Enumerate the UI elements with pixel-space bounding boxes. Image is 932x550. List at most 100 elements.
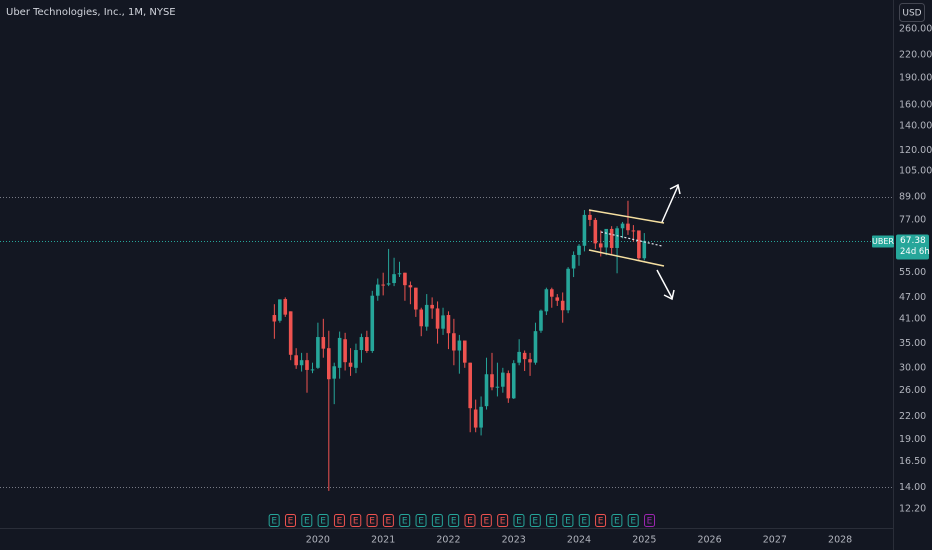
candle-body: [522, 352, 527, 360]
earnings-marker: [513, 514, 525, 527]
earnings-label: E: [565, 517, 571, 527]
price-tag: [896, 234, 929, 260]
drawings: [588, 183, 681, 301]
candle-body: [375, 284, 380, 296]
candle-body: [288, 311, 293, 355]
y-tick-label: 220.00: [899, 50, 932, 61]
earnings-label: E: [549, 517, 555, 527]
candle-body: [354, 350, 358, 368]
candle-body: [452, 333, 456, 351]
candle-body: [370, 295, 375, 351]
earnings-label: E: [288, 517, 294, 527]
candle-body: [348, 362, 353, 367]
candle-body: [337, 337, 342, 368]
candle-body: [408, 285, 413, 288]
channel-upper: [588, 209, 665, 224]
currency-button[interactable]: [899, 3, 925, 22]
y-tick-label: 160.00: [899, 100, 932, 111]
candle-body: [598, 243, 603, 248]
earnings-marker: [382, 514, 394, 527]
candle-body: [528, 359, 532, 363]
channel-middle: [600, 231, 663, 247]
y-tick-label: 77.00: [899, 214, 926, 225]
earnings-marker: [317, 514, 329, 527]
candle-body: [419, 309, 424, 327]
candle-body: [294, 355, 298, 366]
candle-body: [272, 315, 277, 322]
candle-body: [588, 214, 592, 220]
y-tick-label: 30.00: [899, 362, 926, 373]
earnings-label: E: [581, 517, 587, 527]
earnings-label: E: [483, 517, 489, 527]
candle-body: [430, 304, 434, 309]
candle-body: [593, 219, 598, 244]
earnings-label: E: [451, 517, 457, 527]
earnings-marker: [595, 514, 607, 527]
earnings-marker: [644, 514, 656, 527]
candle-body: [626, 223, 630, 231]
earnings-label: E: [614, 517, 620, 527]
arrow-up: [661, 185, 679, 223]
candle-body: [604, 228, 609, 248]
candle-body: [327, 348, 331, 380]
candle-body: [381, 284, 385, 286]
earnings-marker: [578, 514, 590, 527]
x-tick-label: 2024: [567, 535, 591, 546]
earnings-marker: [268, 514, 280, 527]
candle-body: [566, 268, 570, 311]
candle-body: [506, 373, 511, 399]
candle-body: [310, 369, 315, 371]
earnings-marker: [627, 514, 639, 527]
candle-body: [446, 315, 451, 334]
candle-body: [365, 337, 369, 351]
currency-label[interactable]: USD: [902, 9, 921, 19]
earnings-marker: [448, 514, 460, 527]
candle-body: [495, 386, 500, 388]
y-tick-label: 105.00: [899, 166, 932, 177]
candle-body: [484, 374, 489, 407]
candle-body: [517, 351, 521, 363]
candle-body: [386, 283, 391, 285]
arrow-up-head: [669, 183, 681, 195]
earnings-marker: [399, 514, 411, 527]
candle-body: [462, 340, 467, 363]
y-tick-label: 260.00: [899, 23, 932, 34]
candle-body: [441, 315, 445, 329]
earnings-label: E: [532, 517, 538, 527]
y-tick-label: 16.50: [899, 456, 926, 467]
candle-body: [533, 331, 538, 363]
channel-lower: [588, 249, 665, 267]
candle-body: [299, 360, 304, 366]
earnings-marker: [562, 514, 574, 527]
y-tick-label: 140.00: [899, 121, 932, 132]
candle-body: [332, 366, 337, 379]
x-tick-label: 2026: [697, 535, 721, 546]
x-tick-label: 2028: [828, 535, 852, 546]
x-tick-label: 2023: [502, 535, 526, 546]
x-tick-label: 2021: [371, 535, 395, 546]
earnings-label: E: [467, 517, 473, 527]
earnings-marker: [301, 514, 313, 527]
chart-title: Uber Technologies, Inc., 1M, NYSE: [6, 7, 176, 18]
candle-body: [435, 308, 440, 329]
earnings-label: E: [320, 517, 326, 527]
earnings-label: E: [402, 517, 408, 527]
earnings-label: E: [271, 517, 277, 527]
y-tick-label: 14.00: [899, 482, 926, 493]
y-tick-label: 41.00: [899, 313, 926, 324]
candle-body: [620, 223, 625, 229]
earnings-label: E: [418, 517, 424, 527]
earnings-marker: [366, 514, 378, 527]
candle-body: [468, 362, 472, 409]
y-tick-label: 55.00: [899, 267, 926, 278]
candle-body: [549, 289, 554, 297]
y-tick-label: 35.00: [899, 338, 926, 349]
candle-body: [544, 289, 549, 312]
candle-body: [479, 406, 483, 428]
candle-body: [392, 274, 396, 284]
earnings-label: E: [500, 517, 506, 527]
y-tick-label: 120.00: [899, 145, 932, 156]
earnings-label: E: [369, 517, 375, 527]
